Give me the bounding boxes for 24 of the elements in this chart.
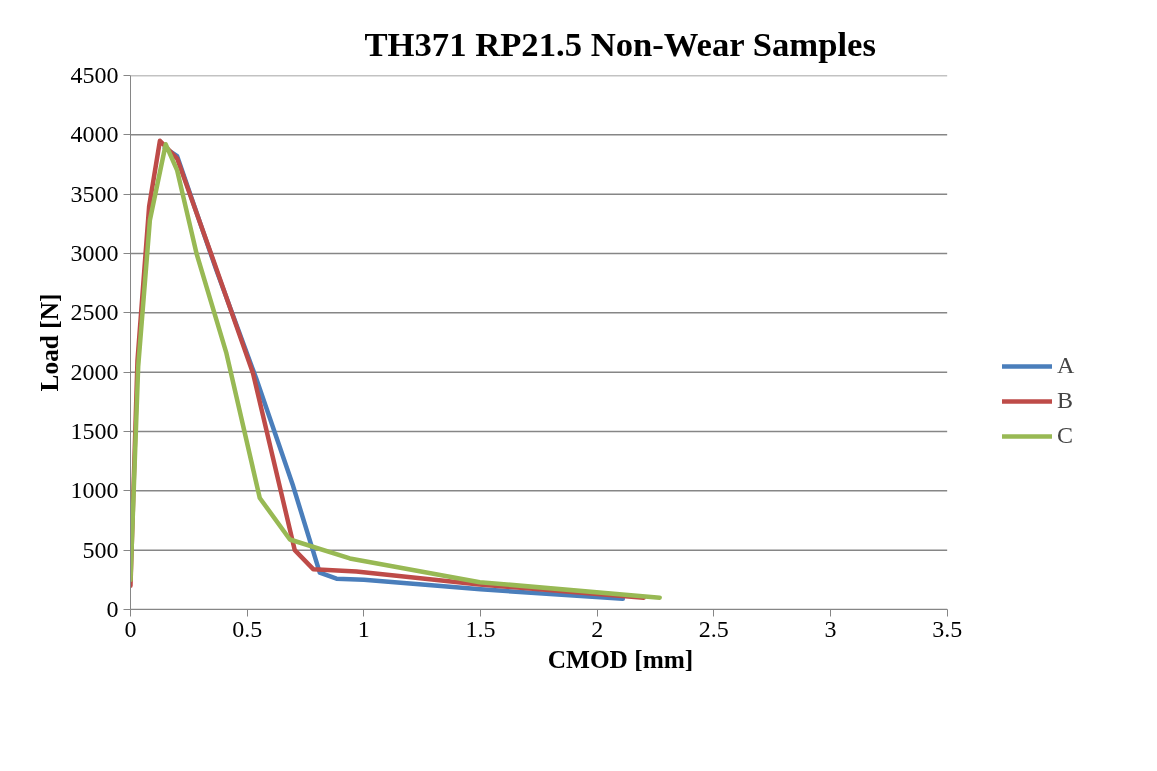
y-tick-label: 2500 xyxy=(70,299,119,326)
x-tick-label: 1.5 xyxy=(465,615,496,642)
legend-label: B xyxy=(1057,387,1074,414)
x-tick-label: 2.5 xyxy=(698,615,729,642)
x-tick-label: 1 xyxy=(357,615,370,642)
x-tick-label: 0 xyxy=(124,615,137,642)
y-tick-label: 0 xyxy=(106,596,119,622)
x-tick-label: 3.5 xyxy=(932,615,963,642)
y-tick-label: 3500 xyxy=(70,180,119,207)
chart-title: TH371 RP21.5 Non-Wear Samples xyxy=(364,25,876,63)
y-tick-label: 1000 xyxy=(70,477,119,504)
x-axis-title: CMOD [mm] xyxy=(547,644,694,673)
y-tick-label: 4000 xyxy=(70,121,119,148)
y-tick-label: 2000 xyxy=(70,358,119,385)
y-tick-label: 4500 xyxy=(70,62,119,88)
y-axis-title: Load [N] xyxy=(34,293,63,392)
legend-label: A xyxy=(1057,352,1076,379)
x-tick-label: 0.5 xyxy=(232,615,263,642)
x-tick-label: 2 xyxy=(591,615,604,642)
x-tick-label: 3 xyxy=(824,615,837,642)
y-tick-label: 3000 xyxy=(70,240,119,266)
y-tick-label: 1500 xyxy=(70,418,119,444)
y-tick-label: 500 xyxy=(82,536,119,563)
legend-label: C xyxy=(1057,422,1074,449)
